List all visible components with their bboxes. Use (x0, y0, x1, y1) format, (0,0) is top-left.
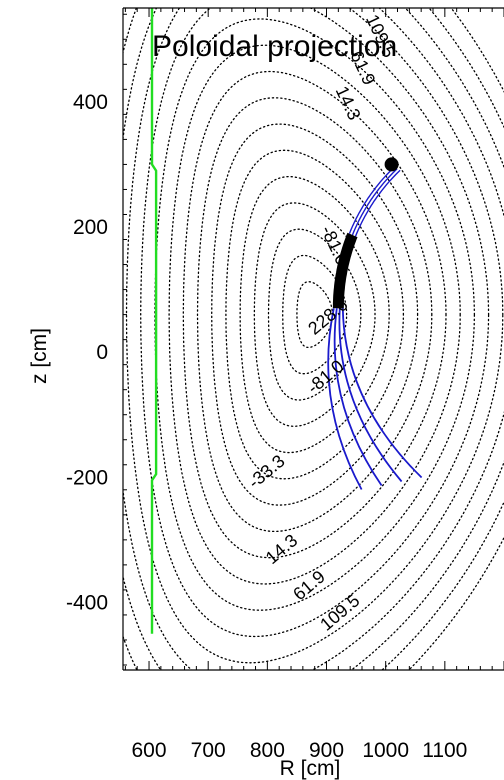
y-tick-label: -200 (66, 466, 108, 489)
beam-fan-line (327, 308, 363, 490)
beam-upper-line (348, 166, 395, 234)
plot-area: 228.6-81.0-33.314.361.9109.5-81.014.361.… (123, 8, 504, 670)
flux-contour (239, 175, 390, 454)
contour-label: 61.9 (289, 566, 329, 604)
contour-label: 14.3 (332, 83, 365, 123)
beam-fan-line (333, 308, 383, 487)
flux-contour (125, 8, 504, 664)
flux-contour (140, 8, 490, 638)
flux-contour (196, 97, 433, 533)
wall-line (150, 8, 158, 634)
beam-fan-line (338, 308, 403, 483)
contour-label: -33.3 (244, 451, 288, 493)
chart-title: Poloidal projection (152, 30, 397, 63)
beam-thick-segment (332, 232, 358, 309)
flux-contour (123, 8, 504, 670)
beam-trajectory (327, 157, 423, 490)
vessel-wall (150, 8, 158, 634)
y-tick-label: -400 (66, 591, 108, 614)
beam-top-marker (384, 157, 399, 172)
beam-upper-line (351, 168, 398, 236)
contour-label: 14.3 (262, 530, 302, 568)
x-tick-label: 700 (191, 739, 226, 762)
tick-labels: 600 700 800 900 1000 1100 400 200 0 -200 -400 (66, 91, 467, 762)
x-axis-label: R [cm] (280, 757, 341, 780)
flux-contour (211, 123, 419, 506)
beam-upper-line (354, 169, 401, 237)
flux-contour (123, 8, 504, 670)
axes-frame (122, 7, 504, 671)
x-tick-label: 900 (309, 739, 344, 762)
flux-contour (154, 18, 476, 611)
x-tick-label: 800 (250, 739, 285, 762)
beam-fan-line (341, 308, 423, 479)
flux-contour (168, 44, 461, 585)
x-tick-label: 1000 (362, 739, 409, 762)
flux-contour (123, 8, 504, 670)
y-tick-label: 200 (73, 216, 108, 239)
flux-contour (282, 254, 348, 375)
flux-contour (296, 281, 334, 349)
y-tick-label: 0 (96, 341, 108, 364)
flux-contour (225, 149, 405, 480)
x-tick-label: 1100 (422, 739, 467, 762)
flux-contour (253, 202, 376, 427)
axis-ticks (123, 8, 504, 670)
chart-title-group: Poloidal projection (152, 30, 397, 63)
flux-contour (267, 228, 362, 401)
x-tick-label: 600 (131, 739, 166, 762)
y-axis-label: z [cm] (28, 328, 51, 384)
flux-contour (408, 8, 504, 670)
y-tick-label: 400 (73, 91, 108, 114)
flux-contours (123, 8, 504, 670)
